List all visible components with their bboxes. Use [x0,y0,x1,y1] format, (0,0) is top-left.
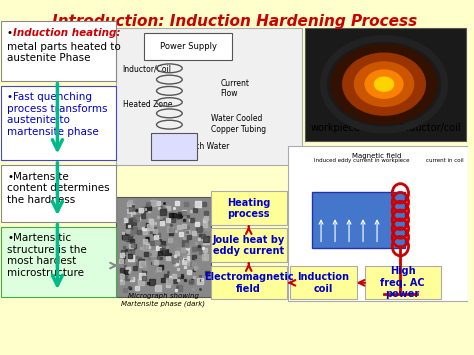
Text: Heating
process: Heating process [227,197,270,219]
FancyBboxPatch shape [312,192,405,248]
Text: •Martensitic
structure is the
most hardest
microstructure: •Martensitic structure is the most harde… [8,233,87,278]
Text: •: • [8,28,17,38]
Circle shape [342,53,426,116]
FancyBboxPatch shape [116,28,302,165]
Text: Magnetic field: Magnetic field [352,153,402,159]
Text: Water Cooled
Copper Tubing: Water Cooled Copper Tubing [211,114,266,133]
Text: Electromagnetic
field: Electromagnetic field [204,272,293,294]
Text: Introduction: Induction Hardening Process: Introduction: Induction Hardening Proces… [52,14,417,29]
Text: Inductor/coil: Inductor/coil [401,124,461,133]
FancyBboxPatch shape [1,21,116,81]
FancyBboxPatch shape [151,133,197,160]
Text: Power Supply: Power Supply [160,42,217,51]
FancyBboxPatch shape [211,191,286,225]
FancyBboxPatch shape [116,197,211,297]
FancyBboxPatch shape [211,228,286,262]
FancyBboxPatch shape [305,28,466,141]
Circle shape [374,76,394,92]
FancyBboxPatch shape [1,165,116,222]
Text: Quench Water: Quench Water [175,142,229,151]
FancyBboxPatch shape [290,266,356,299]
Text: Joule heat by
eddy current: Joule heat by eddy current [213,235,285,256]
FancyBboxPatch shape [365,266,440,299]
Text: current in coil: current in coil [426,158,464,163]
Text: Induced eddy current in workpiece: Induced eddy current in workpiece [314,158,410,163]
Text: Current
Flow: Current Flow [221,79,250,98]
FancyBboxPatch shape [211,266,286,299]
FancyBboxPatch shape [1,227,116,297]
Text: •Martensite
content determines
the hardness: •Martensite content determines the hardn… [8,171,110,205]
Text: Inductor/Coil: Inductor/Coil [123,65,172,74]
FancyBboxPatch shape [144,33,232,60]
FancyBboxPatch shape [1,86,116,160]
Text: Induction heating:: Induction heating: [13,28,120,38]
Circle shape [354,61,414,107]
Text: Induction
coil: Induction coil [297,272,349,294]
Text: •Fast quenching
process transforms
austenite to
martensite phase: •Fast quenching process transforms auste… [8,92,108,137]
Text: Heated Zone: Heated Zone [123,100,172,109]
Circle shape [365,69,404,99]
Text: metal parts heated to
austenite Phase: metal parts heated to austenite Phase [8,42,121,64]
Circle shape [330,44,438,125]
Text: High
freq. AC
power: High freq. AC power [381,266,425,299]
Text: workpiece: workpiece [310,124,360,133]
Text: Micrograph showing
Martensite phase (dark): Micrograph showing Martensite phase (dar… [121,293,205,307]
FancyBboxPatch shape [288,146,468,301]
